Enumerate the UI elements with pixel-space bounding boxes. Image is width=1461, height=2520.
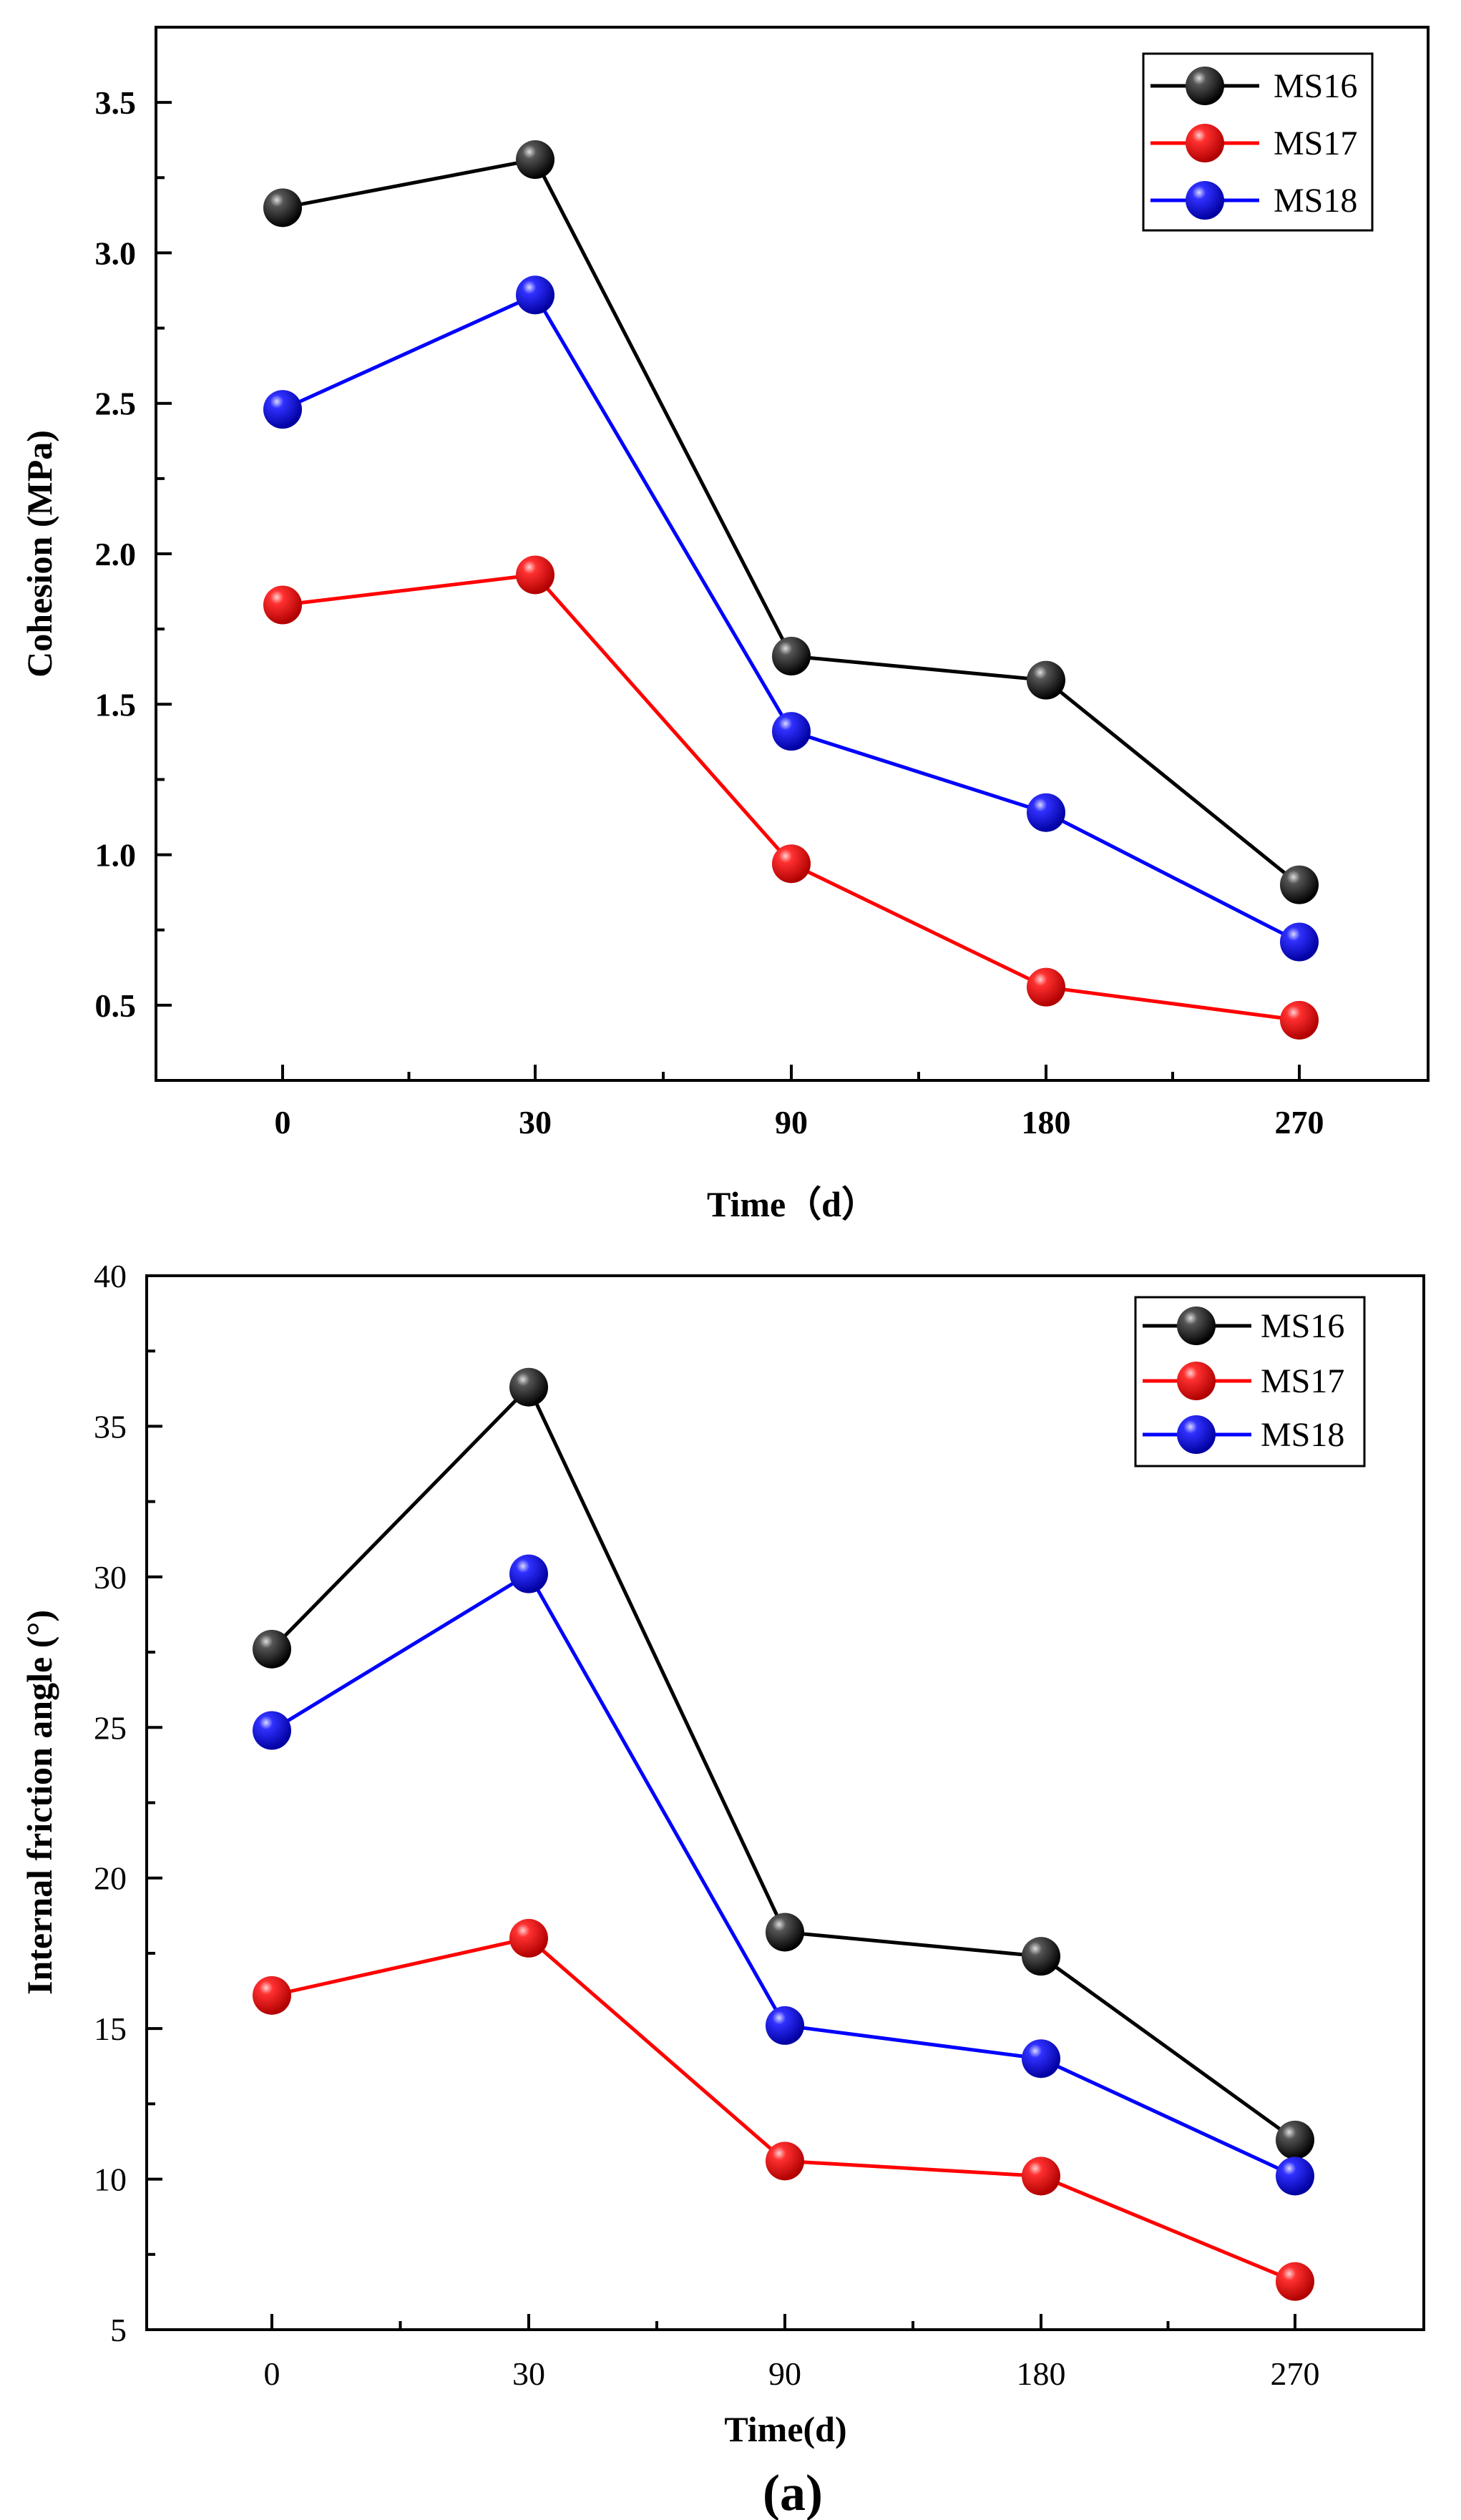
x-tick-label: 90: [768, 2355, 801, 2392]
x-tick-label: 90: [775, 1104, 808, 1141]
x-tick-label: 0: [264, 2355, 280, 2392]
y-tick-label: 35: [94, 1408, 127, 1445]
x-tick-label: 180: [1017, 2355, 1066, 2392]
data-point: [1022, 2039, 1060, 2079]
data-point: [1027, 660, 1065, 700]
y-tick-label: 1.0: [95, 837, 137, 874]
data-point: [1022, 1937, 1060, 1976]
y-tick-label: 2.0: [95, 536, 137, 572]
series-ms18: [263, 275, 1319, 962]
cohesion-chart: 0.5 1.0 1.5 2.0 2.5 3.0 3.5 0 30 90 180 270 Cohesi…: [19, 26, 1430, 1224]
y-tick-label: 0.5: [95, 987, 137, 1024]
data-point: [509, 1554, 548, 1593]
legend-marker: [1177, 1307, 1216, 1345]
legend-label: MS18: [1261, 1416, 1344, 1454]
y-axis-title: Cohesion (MPa): [19, 430, 59, 678]
legend-entry-ms16: MS16: [1143, 1307, 1344, 1345]
data-point: [253, 1629, 291, 1669]
legend: MS16 MS17 MS18: [1134, 1296, 1366, 1467]
data-point: [1280, 1000, 1319, 1040]
y-tick-label: 25: [94, 1709, 127, 1746]
y-tick-label: 30: [94, 1559, 127, 1596]
y-tick-label: 10: [94, 2162, 127, 2198]
x-tick-label: 30: [512, 2355, 545, 2392]
data-point: [1276, 2262, 1314, 2301]
x-axis-title: Time(d): [724, 2409, 846, 2449]
data-point: [516, 275, 554, 315]
y-tick-label: 3.0: [95, 235, 137, 271]
x-axis-ticks: 0 30 90 180 270: [264, 2314, 1320, 2392]
x-tick-label: 180: [1022, 1104, 1071, 1141]
y-tick-label: 20: [94, 1860, 127, 1897]
legend-marker: [1177, 1362, 1216, 1400]
legend-entry-ms17: MS17: [1143, 1362, 1344, 1400]
data-point: [1276, 2157, 1314, 2196]
legend-entry-ms17: MS17: [1150, 124, 1357, 162]
legend-entry-ms18: MS18: [1143, 1415, 1344, 1454]
data-point: [766, 2006, 804, 2045]
data-point: [516, 555, 554, 595]
series-line: [270, 1571, 1296, 2178]
legend-entry-ms18: MS18: [1150, 181, 1357, 220]
panel-label: (a): [763, 2464, 823, 2520]
data-point: [1276, 2120, 1314, 2159]
series-line: [282, 157, 1301, 887]
data-point: [263, 390, 302, 429]
series-layer: [253, 1367, 1314, 2301]
data-point: [1027, 793, 1065, 832]
y-tick-label: 3.5: [95, 84, 137, 121]
y-tick-label: 15: [94, 2011, 127, 2047]
x-tick-label: 270: [1275, 1104, 1324, 1141]
series-line: [271, 1936, 1296, 2283]
legend-marker: [1186, 181, 1224, 220]
data-point: [516, 140, 554, 180]
legend-marker: [1186, 67, 1224, 105]
x-axis-title: Time（d）: [707, 1184, 877, 1224]
data-point: [263, 585, 302, 625]
data-point: [509, 1367, 548, 1407]
data-point: [1027, 967, 1065, 1007]
series-ms16: [253, 1367, 1314, 2159]
data-point: [509, 1918, 548, 1958]
series-ms16: [263, 140, 1319, 904]
legend-entry-ms16: MS16: [1150, 67, 1357, 105]
y-axis-ticks: 5 10 15 20 25 30 35 40: [94, 1258, 162, 2348]
x-tick-label: 0: [275, 1104, 291, 1141]
data-point: [253, 1711, 291, 1750]
legend-marker: [1177, 1415, 1216, 1454]
y-tick-label: 2.5: [95, 386, 137, 422]
y-tick-label: 5: [110, 2312, 127, 2348]
legend-label: MS17: [1261, 1362, 1344, 1400]
legend-label: MS16: [1261, 1307, 1344, 1345]
series-layer: [263, 140, 1319, 1040]
legend: MS16 MS17 MS18: [1142, 52, 1374, 232]
data-point: [766, 1913, 804, 1952]
data-point: [772, 712, 811, 751]
x-tick-label: 30: [519, 1104, 552, 1141]
data-point: [772, 636, 811, 675]
data-point: [772, 844, 811, 884]
y-tick-label: 1.5: [95, 686, 137, 723]
data-point: [1280, 922, 1319, 962]
legend-marker: [1186, 124, 1224, 162]
legend-label: MS16: [1274, 67, 1357, 105]
data-point: [766, 2141, 804, 2181]
x-tick-label: 270: [1271, 2355, 1320, 2392]
data-point: [263, 188, 302, 228]
y-axis-title: Internal friction angle (°): [19, 1610, 59, 1995]
legend-label: MS17: [1274, 124, 1357, 162]
series-ms17: [253, 1918, 1314, 2301]
series-ms17: [263, 555, 1319, 1040]
y-tick-label: 40: [94, 1258, 127, 1294]
x-axis-ticks: 0 30 90 180 270: [275, 1065, 1324, 1141]
data-point: [1022, 2157, 1060, 2196]
data-point: [1280, 865, 1319, 904]
friction-angle-chart: 5 10 15 20 25 30 35 40 0 30 90 180 270 Internal fri…: [19, 1258, 1425, 2449]
series-ms18: [253, 1554, 1314, 2196]
legend-label: MS18: [1274, 182, 1357, 220]
y-axis-ticks: 0.5 1.0 1.5 2.0 2.5 3.0 3.5: [95, 84, 172, 1024]
data-point: [253, 1976, 291, 2015]
